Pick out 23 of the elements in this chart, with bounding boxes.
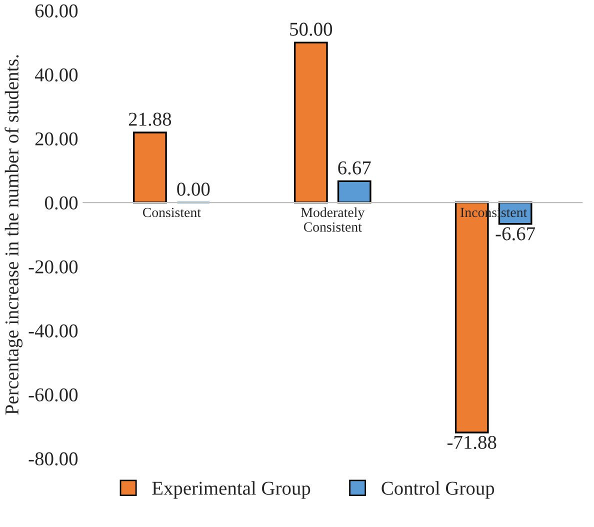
y-tick-label: -40.00 bbox=[28, 324, 78, 338]
legend-label: Experimental Group bbox=[152, 481, 310, 499]
data-label: 6.67 bbox=[338, 161, 371, 175]
legend-label: Control Group bbox=[382, 481, 494, 499]
y-tick-label: 40.00 bbox=[34, 68, 78, 82]
y-tick-label: -80.00 bbox=[28, 452, 78, 466]
y-tick-label: 0.00 bbox=[45, 196, 78, 210]
x-tick-label: Consistent bbox=[142, 208, 201, 218]
data-label: 0.00 bbox=[177, 182, 210, 196]
x-tick-label: Inconsistent bbox=[460, 208, 528, 218]
bar bbox=[337, 180, 372, 204]
y-tick-label: 60.00 bbox=[35, 4, 78, 18]
x-tick-label: Moderately Consistent bbox=[301, 207, 365, 232]
y-tick-label: -20.00 bbox=[28, 260, 78, 274]
data-label: -6.67 bbox=[496, 227, 536, 240]
bar bbox=[133, 132, 167, 204]
data-label: -71.88 bbox=[447, 436, 496, 450]
y-axis-title: Percentage increase in the number of students. bbox=[4, 55, 23, 415]
y-tick-label: 20.00 bbox=[35, 132, 78, 146]
y-tick-label: -60.00 bbox=[28, 388, 78, 402]
data-label: 21.88 bbox=[128, 112, 172, 126]
bar bbox=[294, 42, 328, 204]
data-label: 50.00 bbox=[290, 22, 332, 36]
